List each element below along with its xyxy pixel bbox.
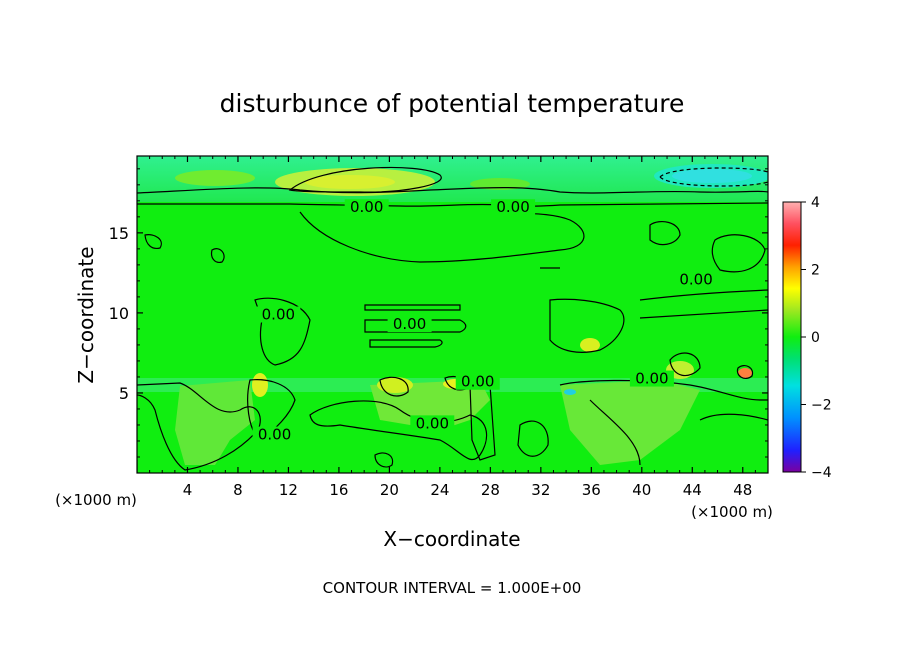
colorbar-tick-label: −4 xyxy=(811,465,832,481)
contour-label-background xyxy=(387,316,432,333)
contour-value-label: 0.00 xyxy=(496,198,529,216)
contour-lower-center xyxy=(309,400,488,461)
x-tick-label: 48 xyxy=(733,481,752,499)
colorbar-ticks: −4 −2 0 2 4 xyxy=(801,195,832,481)
contour-mid-layer-left xyxy=(254,297,311,366)
contour-warm-ellipse xyxy=(288,166,442,193)
contour-mid-layer-right-1 xyxy=(549,298,625,353)
cold-anomaly-core xyxy=(672,169,752,183)
contour-label-background xyxy=(674,271,719,288)
contour-blob-left xyxy=(144,234,162,250)
contour-mid-layer-center-3 xyxy=(369,339,443,348)
x-axis-label: X−coordinate xyxy=(383,527,520,551)
contour-value-label: 0.00 xyxy=(679,270,712,288)
warm-spot-4 xyxy=(580,338,600,352)
x-tick-label: 36 xyxy=(582,481,601,499)
contour-label-background xyxy=(491,199,536,216)
contour-label-background xyxy=(410,415,455,432)
x-unit-left: (×1000 m) xyxy=(55,491,137,509)
contour-value-label: 0.00 xyxy=(262,306,295,324)
warm-patch-top-mid xyxy=(470,178,530,190)
contour-mid-layer-center-1 xyxy=(364,304,461,311)
x-tick-label: 24 xyxy=(430,481,449,499)
x-tick-label: 40 xyxy=(632,481,651,499)
x-unit-right: (×1000 m) xyxy=(691,503,773,521)
contour-value-label: 0.00 xyxy=(258,426,291,444)
contour-lower-right-2 xyxy=(589,399,768,466)
x-tick-label: 28 xyxy=(481,481,500,499)
lower-warm-region-right xyxy=(560,380,700,465)
cool-spot-1 xyxy=(564,389,576,395)
colorbar xyxy=(782,201,802,473)
contour-lower-left xyxy=(137,382,261,471)
contour-label-background xyxy=(252,426,297,443)
x-tick-label: 4 xyxy=(183,481,193,499)
contour-spot-ring-2 xyxy=(669,352,701,377)
contour-label-background xyxy=(455,373,500,390)
warm-spot-6 xyxy=(738,368,752,378)
contour-bottom-blob-1 xyxy=(517,420,549,457)
contour-mid-layer-right-2 xyxy=(639,289,768,301)
contour-label-background xyxy=(344,199,389,216)
contour-blob-right-1 xyxy=(711,234,766,273)
contour-blob-left-2 xyxy=(210,248,225,263)
warm-spot-1 xyxy=(252,373,268,397)
y-tick-label: 10 xyxy=(109,304,129,323)
x-tick-label: 20 xyxy=(380,481,399,499)
x-tick-label: 8 xyxy=(233,481,243,499)
x-tick-label: 44 xyxy=(683,481,702,499)
contour-interval-note: CONTOUR INTERVAL = 1.000E+00 xyxy=(323,579,582,597)
contour-lower-right xyxy=(559,379,768,401)
contour-bottom-blob-2 xyxy=(374,452,394,468)
warm-anomaly-top-core xyxy=(305,175,395,189)
contour-labels: 0.00 0.00 0.00 0.00 0.00 0.00 0.00 0.00 0.00 xyxy=(252,198,719,444)
contour-lower-mid-left xyxy=(247,379,296,441)
contour-mid-layer-center-2 xyxy=(364,319,467,333)
contour-value-label: 0.00 xyxy=(635,370,668,388)
colorbar-tick-label: 0 xyxy=(811,330,820,346)
x-tick-label: 16 xyxy=(329,481,348,499)
contour-spot-ring-1 xyxy=(736,364,754,380)
contour-spot-ring-3 xyxy=(379,376,409,397)
warm-patch-top-left xyxy=(175,170,255,186)
colorbar-tick-label: 2 xyxy=(811,263,820,279)
lower-warm-region-left xyxy=(175,380,255,465)
contour-blob-right-2 xyxy=(649,221,681,246)
contour-mid-layer-right-3 xyxy=(639,309,768,319)
contour-lines xyxy=(137,166,768,473)
y-tick-label: 15 xyxy=(109,224,129,243)
x-tick-label: 32 xyxy=(531,481,550,499)
contour-value-label: 0.00 xyxy=(350,198,383,216)
contour-value-label: 0.00 xyxy=(461,373,494,391)
x-tick-label: 12 xyxy=(279,481,298,499)
contour-cold-ellipse xyxy=(659,167,768,187)
contour-upper-band xyxy=(137,187,768,194)
contour-label-background xyxy=(629,370,674,387)
colorbar-tick-label: −2 xyxy=(811,398,832,414)
chart-title: disturbunce of potential temperature xyxy=(220,89,685,118)
y-tick-label: 5 xyxy=(119,384,129,403)
contour-value-label: 0.00 xyxy=(416,414,449,432)
y-axis-label: Z−coordinate xyxy=(74,246,98,383)
contour-label-background xyxy=(256,306,301,323)
contour-upper-bowl xyxy=(299,211,585,263)
colorbar-tick-label: 4 xyxy=(811,195,820,211)
plot-area xyxy=(137,156,768,473)
contour-value-label: 0.00 xyxy=(393,315,426,333)
